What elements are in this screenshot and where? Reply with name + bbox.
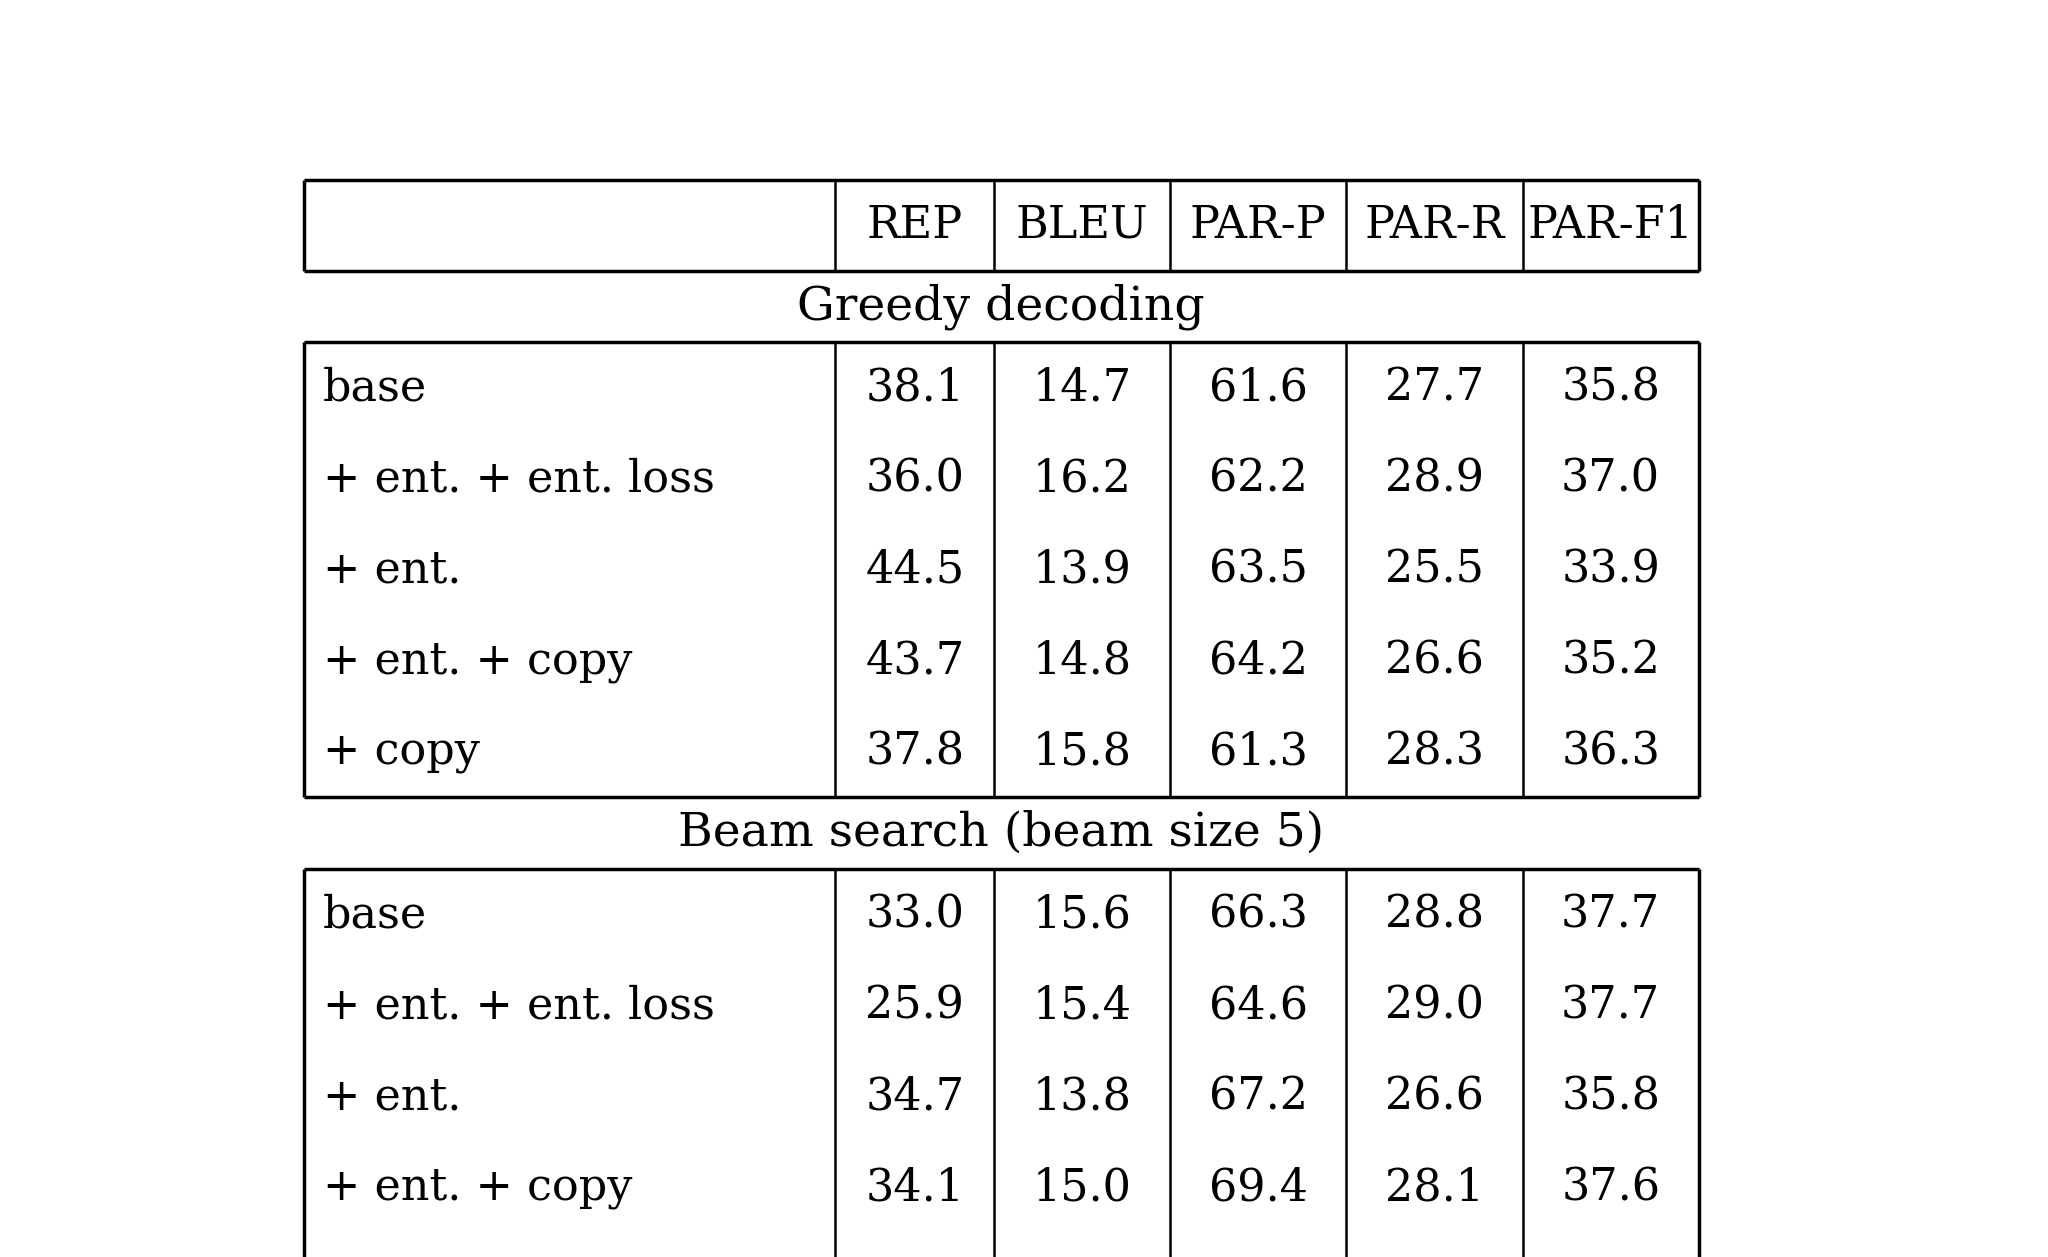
Text: 61.6: 61.6 (1208, 366, 1309, 410)
Text: 34.7: 34.7 (864, 1075, 965, 1117)
Text: 37.8: 37.8 (864, 730, 965, 773)
Text: 25.9: 25.9 (864, 984, 965, 1027)
Text: 13.9: 13.9 (1032, 548, 1133, 592)
Text: 63.5: 63.5 (1208, 548, 1309, 592)
Text: 35.2: 35.2 (1561, 640, 1661, 683)
Text: 15.8: 15.8 (1032, 730, 1133, 773)
Text: 67.2: 67.2 (1208, 1075, 1309, 1117)
Text: 28.3: 28.3 (1384, 730, 1485, 773)
Text: 37.7: 37.7 (1561, 892, 1661, 936)
Text: BLEU: BLEU (1016, 204, 1149, 246)
Text: 14.8: 14.8 (1032, 640, 1133, 683)
Text: 33.0: 33.0 (864, 892, 965, 936)
Text: REP: REP (866, 204, 963, 246)
Text: 36.3: 36.3 (1561, 730, 1661, 773)
Text: + ent.: + ent. (324, 1075, 461, 1117)
Text: 33.9: 33.9 (1561, 548, 1661, 592)
Text: 37.7: 37.7 (1561, 984, 1661, 1027)
Text: 26.6: 26.6 (1384, 640, 1485, 683)
Text: 43.7: 43.7 (864, 640, 965, 683)
Text: 37.6: 37.6 (1561, 1165, 1661, 1209)
Text: Greedy decoding: Greedy decoding (797, 283, 1204, 329)
Text: 35.8: 35.8 (1561, 1075, 1661, 1117)
Text: 28.9: 28.9 (1384, 458, 1485, 500)
Text: PAR-P: PAR-P (1190, 204, 1327, 246)
Text: + ent. + ent. loss: + ent. + ent. loss (324, 984, 715, 1027)
Text: PAR-R: PAR-R (1364, 204, 1505, 246)
Text: 62.2: 62.2 (1208, 458, 1309, 500)
Text: 34.1: 34.1 (864, 1165, 965, 1209)
Text: 28.8: 28.8 (1384, 892, 1485, 936)
Text: 44.5: 44.5 (864, 548, 965, 592)
Text: + ent. + ent. loss: + ent. + ent. loss (324, 458, 715, 500)
Text: 36.0: 36.0 (864, 458, 965, 500)
Text: 66.3: 66.3 (1208, 892, 1309, 936)
Text: 69.4: 69.4 (1208, 1165, 1309, 1209)
Text: 61.3: 61.3 (1208, 730, 1309, 773)
Text: 25.5: 25.5 (1384, 548, 1485, 592)
Text: base: base (324, 892, 426, 936)
Text: base: base (324, 366, 426, 410)
Text: 15.4: 15.4 (1032, 984, 1133, 1027)
Text: 26.6: 26.6 (1384, 1075, 1485, 1117)
Text: + ent. + copy: + ent. + copy (324, 640, 633, 683)
Text: 27.7: 27.7 (1384, 366, 1485, 410)
Text: 35.8: 35.8 (1561, 366, 1661, 410)
Text: 64.2: 64.2 (1208, 640, 1309, 683)
Text: 37.0: 37.0 (1561, 458, 1661, 500)
Text: + copy: + copy (324, 730, 479, 773)
Text: 29.0: 29.0 (1384, 984, 1485, 1027)
Text: 64.6: 64.6 (1208, 984, 1309, 1027)
Text: + ent. + copy: + ent. + copy (324, 1165, 633, 1209)
Text: 14.7: 14.7 (1032, 366, 1133, 410)
Text: 13.8: 13.8 (1032, 1075, 1133, 1117)
Text: 28.1: 28.1 (1384, 1165, 1485, 1209)
Text: 16.2: 16.2 (1032, 458, 1133, 500)
Text: + ent.: + ent. (324, 548, 461, 592)
Text: PAR-F1: PAR-F1 (1528, 204, 1694, 246)
Text: 15.6: 15.6 (1032, 892, 1133, 936)
Text: 38.1: 38.1 (864, 366, 965, 410)
Text: Beam search (beam size 5): Beam search (beam size 5) (678, 811, 1325, 856)
Text: 15.0: 15.0 (1032, 1165, 1133, 1209)
